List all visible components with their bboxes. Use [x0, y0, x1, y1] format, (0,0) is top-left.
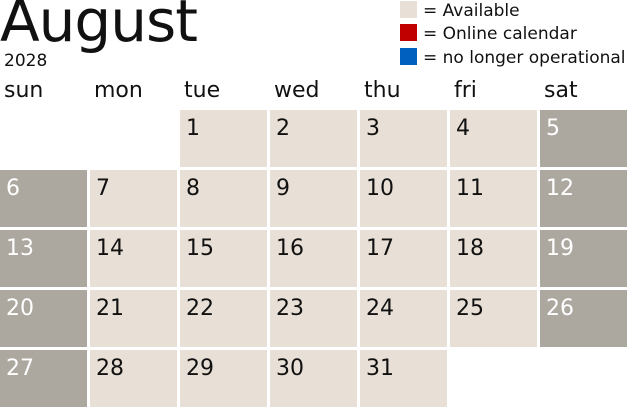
legend-label: = Available: [423, 1, 520, 21]
day-cell[interactable]: 26: [540, 290, 627, 347]
legend-no-longer: = no longer operational: [400, 48, 626, 67]
online-swatch: [400, 24, 417, 41]
weekday-sat: sat: [544, 78, 578, 103]
day-cell[interactable]: 25: [450, 290, 537, 347]
day-cell[interactable]: 12: [540, 170, 627, 227]
day-cell[interactable]: 8: [180, 170, 267, 227]
weekday-wed: wed: [274, 78, 320, 103]
day-cell[interactable]: 20: [0, 290, 87, 347]
day-cell[interactable]: 23: [270, 290, 357, 347]
day-cell[interactable]: 28: [90, 350, 177, 407]
legend-online: = Online calendar: [400, 24, 577, 43]
day-cell[interactable]: 21: [90, 290, 177, 347]
day-cell[interactable]: 18: [450, 230, 537, 287]
day-cell[interactable]: 13: [0, 230, 87, 287]
weekday-mon: mon: [94, 78, 143, 103]
weekday-sun: sun: [4, 78, 44, 103]
legend-label: = no longer operational: [423, 48, 626, 68]
day-cell[interactable]: 10: [360, 170, 447, 227]
day-cell[interactable]: 2: [270, 110, 357, 167]
day-cell[interactable]: 31: [360, 350, 447, 407]
day-cell[interactable]: 17: [360, 230, 447, 287]
legend-available: = Available: [400, 1, 520, 20]
no-longer-swatch: [400, 48, 417, 65]
day-cell[interactable]: 19: [540, 230, 627, 287]
weekday-thu: thu: [364, 78, 401, 103]
day-cell[interactable]: 22: [180, 290, 267, 347]
day-cell[interactable]: 14: [90, 230, 177, 287]
day-cell[interactable]: 7: [90, 170, 177, 227]
month-title: August: [0, 0, 198, 55]
day-cell[interactable]: 6: [0, 170, 87, 227]
day-cell[interactable]: 3: [360, 110, 447, 167]
available-swatch: [400, 1, 417, 18]
weekday-tue: tue: [184, 78, 221, 103]
day-cell[interactable]: 4: [450, 110, 537, 167]
day-cell[interactable]: 27: [0, 350, 87, 407]
year-label: 2028: [4, 51, 48, 71]
legend-label: = Online calendar: [423, 24, 577, 44]
day-cell[interactable]: 5: [540, 110, 627, 167]
day-cell[interactable]: 15: [180, 230, 267, 287]
weekday-fri: fri: [454, 78, 477, 103]
day-cell[interactable]: 11: [450, 170, 537, 227]
day-cell[interactable]: 16: [270, 230, 357, 287]
day-cell[interactable]: 24: [360, 290, 447, 347]
day-cell[interactable]: 29: [180, 350, 267, 407]
day-cell[interactable]: 30: [270, 350, 357, 407]
day-cell[interactable]: 1: [180, 110, 267, 167]
day-cell[interactable]: 9: [270, 170, 357, 227]
